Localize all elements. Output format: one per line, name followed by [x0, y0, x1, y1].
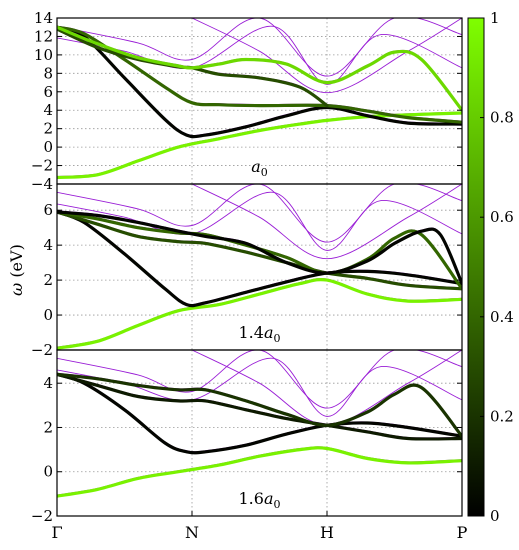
background-bands — [57, 350, 462, 496]
y-tick-label: 6 — [43, 83, 53, 101]
weighted-bands — [57, 210, 462, 350]
grid-lines — [57, 18, 462, 184]
panel-annotation: 1.6a0 — [239, 489, 281, 511]
y-tick-label: 8 — [43, 64, 53, 82]
y-tick-label: 4 — [43, 236, 53, 254]
band-3 — [57, 210, 462, 291]
panel-annotation: 1.4a0 — [239, 323, 281, 345]
colorbar-tick-label: 0.8 — [490, 109, 514, 127]
y-tick-label: −2 — [31, 507, 53, 525]
colorbar-tick-label: 0 — [490, 507, 500, 525]
y-tick-labels: −2 0 2 4 — [31, 374, 462, 525]
y-tick-label: 0 — [43, 138, 53, 156]
weighted-bands — [57, 25, 462, 180]
band-2 — [57, 210, 462, 308]
band-2 — [57, 25, 462, 139]
y-tick-label: −2 — [31, 157, 53, 175]
y-tick-label: 6 — [43, 201, 53, 219]
y-tick-label: 2 — [43, 418, 53, 436]
y-tick-label: 0 — [43, 306, 53, 324]
x-tick-label: N — [185, 523, 199, 542]
purple-band-line — [57, 25, 462, 136]
band-2 — [57, 372, 462, 455]
band-4 — [57, 210, 462, 291]
purple-band-line — [57, 191, 462, 251]
weighted-bands — [57, 372, 462, 498]
y-tick-label: 10 — [34, 46, 53, 64]
y-tick-label: 2 — [43, 120, 53, 138]
grid-lines — [57, 350, 462, 516]
panel-2: −2 0 2 4 6 1.4a0 — [31, 183, 463, 359]
y-tick-label: 2 — [43, 271, 53, 289]
panel-annotation: a0 — [251, 157, 268, 179]
y-tick-label: 14 — [34, 9, 53, 27]
purple-band-line — [191, 18, 462, 94]
band-5 — [57, 25, 462, 112]
x-tick-label: Γ — [51, 523, 62, 542]
panel-3: −2 0 2 4 1.6a0 — [31, 349, 463, 525]
band-1 — [57, 446, 462, 498]
purple-band-line — [191, 184, 462, 260]
y-tick-label: −4 — [31, 175, 53, 193]
y-tick-label: 4 — [43, 374, 53, 392]
band-1 — [57, 278, 462, 350]
purple-band-line — [57, 25, 462, 85]
colorbar: 0 0.2 0.4 0.6 0.8 1 — [467, 9, 514, 525]
x-tick-label: P — [457, 523, 468, 542]
y-tick-label: 12 — [34, 27, 53, 45]
y-tick-label: 4 — [43, 101, 53, 119]
colorbar-tick-label: 0.2 — [490, 407, 514, 425]
colorbar-gradient — [467, 17, 485, 517]
band-4 — [57, 372, 462, 438]
colorbar-tick-label: 1 — [490, 9, 500, 27]
x-tick-label: H — [320, 523, 334, 542]
band-5 — [57, 210, 462, 286]
y-axis-label: ω (eV) — [7, 244, 26, 296]
band-3 — [57, 25, 462, 124]
purple-band-line — [57, 18, 462, 77]
y-tick-label: 0 — [43, 463, 53, 481]
purple-band-line — [57, 446, 462, 496]
y-tick-label: −2 — [31, 341, 53, 359]
background-bands — [57, 18, 462, 177]
panel-frame — [56, 349, 463, 517]
purple-band-line — [57, 350, 462, 409]
band-1 — [57, 111, 462, 180]
colorbar-tick-label: 0.6 — [490, 208, 514, 226]
colorbar-tick-label: 0.4 — [490, 308, 514, 326]
band-3 — [57, 372, 462, 441]
